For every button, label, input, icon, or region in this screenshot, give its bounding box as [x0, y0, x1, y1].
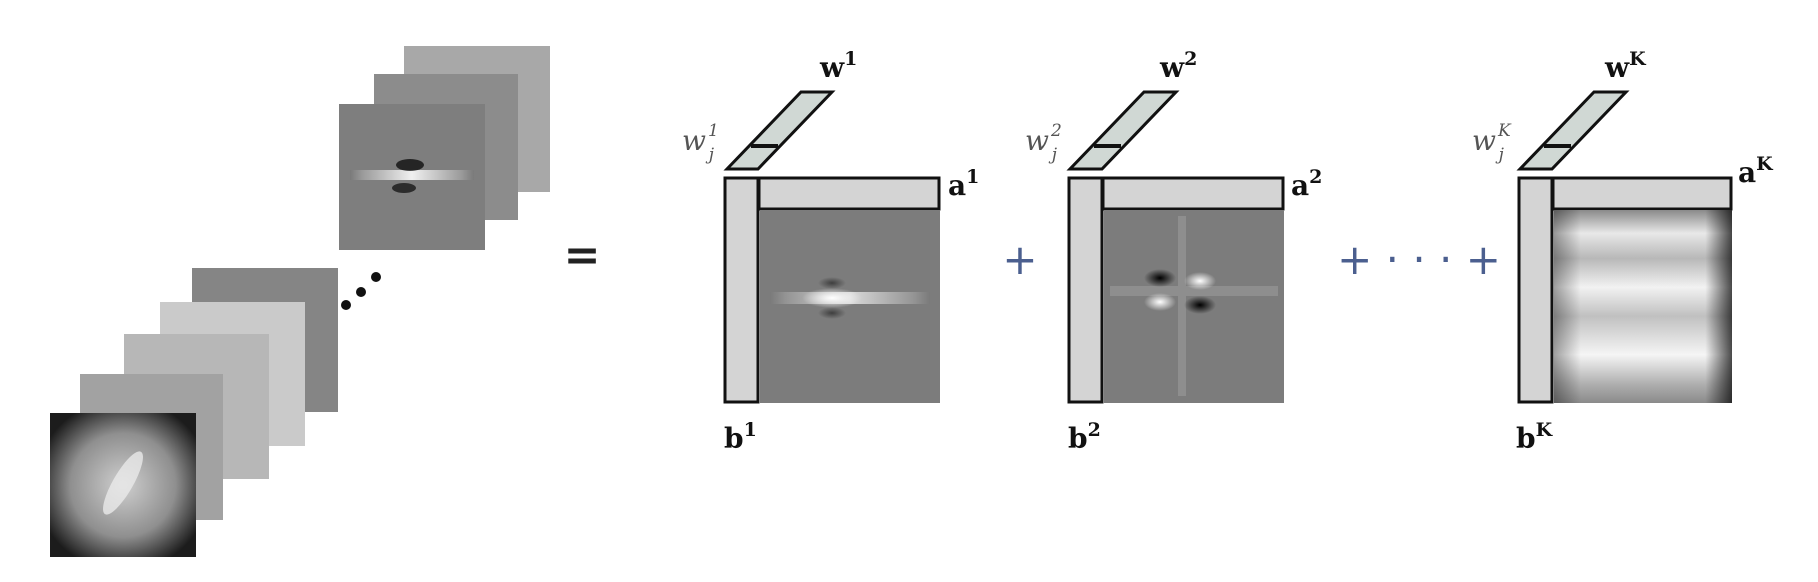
w-label: w2 — [1159, 48, 1197, 84]
ellipsis-dot — [341, 300, 351, 310]
w-vector-bar — [1516, 90, 1630, 171]
matrix-pattern — [1184, 296, 1216, 314]
a-vector-bar — [1101, 176, 1285, 211]
input-image-pattern — [392, 183, 416, 193]
ellipsis-dot — [356, 287, 366, 297]
input-image-pattern — [396, 159, 424, 171]
b-vector-bar — [723, 176, 760, 404]
a-vector-bar — [757, 176, 941, 211]
equals-sign: = — [564, 230, 601, 281]
input-image-pattern — [103, 451, 143, 515]
b-vector-bar — [1067, 176, 1104, 404]
a-vector-bar — [1551, 176, 1733, 211]
input-image-pattern — [350, 170, 474, 180]
b-label: b1 — [724, 419, 757, 455]
outer-product-matrix — [760, 210, 940, 403]
a-label: a1 — [948, 166, 979, 202]
a-label: a2 — [1291, 166, 1322, 202]
a-label: aK — [1738, 153, 1774, 189]
w-vector-bar — [723, 90, 836, 171]
matrix-pattern — [1144, 269, 1176, 287]
matrix-pattern — [1554, 210, 1732, 403]
matrix-pattern — [818, 277, 846, 289]
plus-ellipsis-plus: + · · · + — [1337, 235, 1501, 284]
matrix-pattern — [1184, 272, 1216, 290]
input-image-stack — [50, 46, 550, 557]
w-label: w1 — [819, 48, 857, 84]
matrix-pattern — [1110, 286, 1278, 296]
matrix-pattern — [818, 307, 846, 319]
b-label: bK — [1516, 419, 1554, 455]
matrix-pattern — [1144, 293, 1176, 311]
b-vector-bar — [1517, 176, 1554, 404]
w-label: wK — [1604, 48, 1647, 84]
matrix-pattern — [802, 288, 862, 308]
w-vector-bar — [1066, 90, 1180, 171]
b-label: b2 — [1068, 419, 1101, 455]
matrix-pattern — [1178, 216, 1186, 396]
ellipsis-dot — [371, 272, 381, 282]
plus-sign: + — [1002, 235, 1037, 284]
